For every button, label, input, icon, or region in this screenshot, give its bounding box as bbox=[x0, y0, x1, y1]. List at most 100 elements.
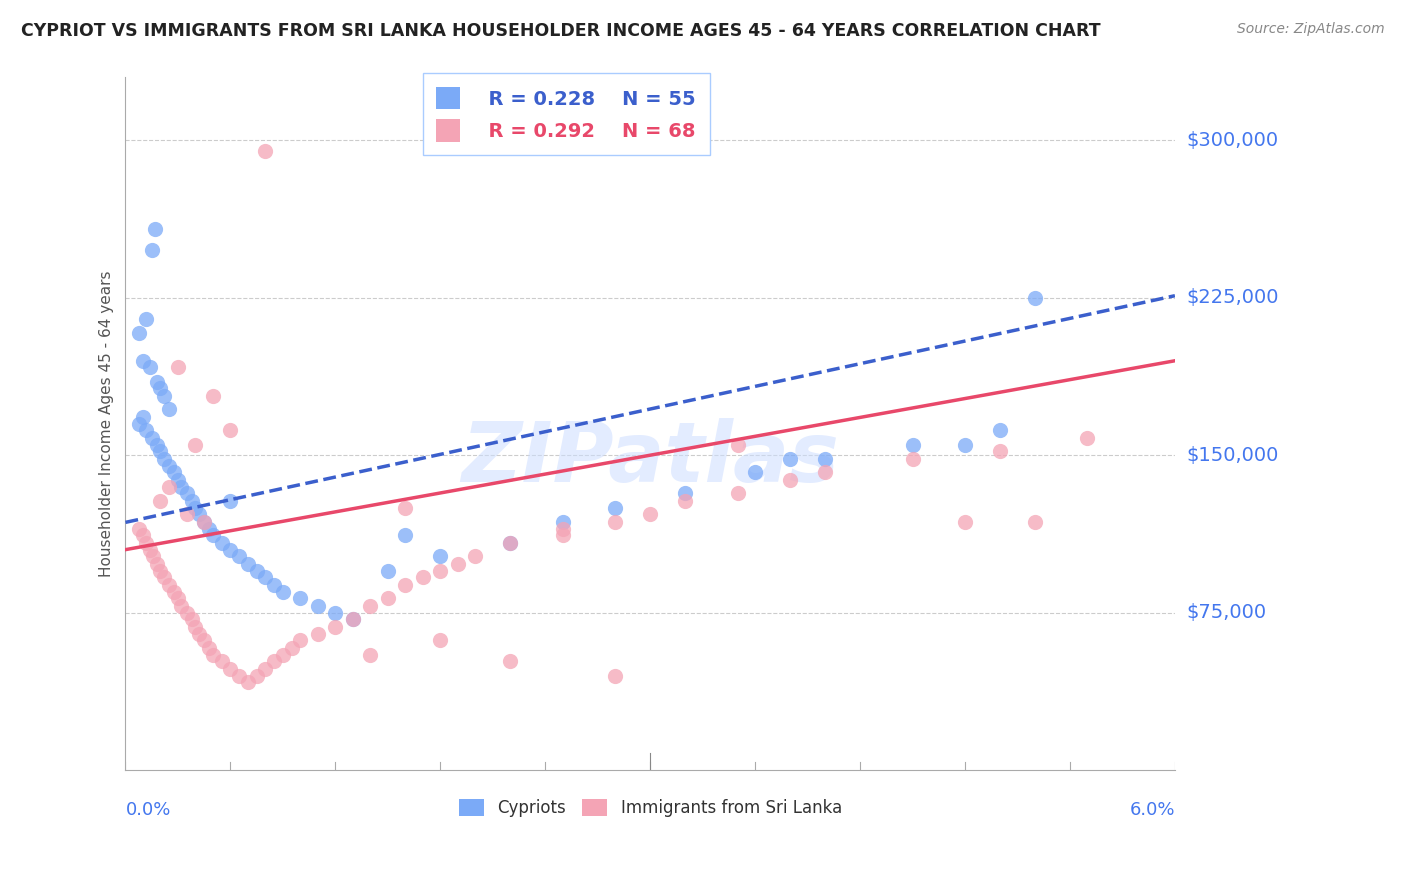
Point bbox=[198, 522, 221, 536]
Point bbox=[447, 558, 470, 572]
Point bbox=[499, 536, 522, 550]
Point bbox=[219, 494, 242, 508]
Point bbox=[187, 626, 209, 640]
Point bbox=[176, 507, 198, 521]
Point bbox=[290, 632, 312, 647]
Point bbox=[325, 620, 347, 634]
Point bbox=[377, 564, 399, 578]
Point bbox=[167, 591, 190, 605]
Text: $75,000: $75,000 bbox=[1187, 603, 1267, 622]
Point bbox=[814, 452, 837, 467]
Point bbox=[167, 474, 190, 488]
Point bbox=[163, 584, 186, 599]
Text: 6.0%: 6.0% bbox=[1129, 800, 1175, 819]
Point bbox=[953, 516, 976, 530]
Text: 0.0%: 0.0% bbox=[125, 800, 172, 819]
Point bbox=[157, 480, 180, 494]
Point bbox=[143, 221, 166, 235]
Point bbox=[201, 389, 224, 403]
Point bbox=[551, 516, 574, 530]
Point bbox=[176, 606, 198, 620]
Text: Source: ZipAtlas.com: Source: ZipAtlas.com bbox=[1237, 22, 1385, 37]
Point bbox=[132, 528, 155, 542]
Point bbox=[779, 452, 801, 467]
Point bbox=[638, 507, 661, 521]
Point bbox=[135, 423, 157, 437]
Point bbox=[1076, 431, 1098, 445]
Point bbox=[142, 549, 165, 563]
Point bbox=[499, 536, 522, 550]
Point bbox=[219, 542, 242, 557]
Point bbox=[157, 402, 180, 417]
Point bbox=[149, 444, 172, 458]
Point bbox=[901, 438, 924, 452]
Point bbox=[1024, 516, 1046, 530]
Point bbox=[263, 654, 285, 668]
Point bbox=[359, 599, 381, 614]
Point bbox=[176, 486, 198, 500]
Point bbox=[167, 359, 190, 374]
Point bbox=[181, 612, 204, 626]
Point bbox=[246, 668, 269, 682]
Point bbox=[394, 578, 416, 592]
Point bbox=[201, 648, 224, 662]
Point bbox=[135, 536, 157, 550]
Point bbox=[342, 612, 364, 626]
Point bbox=[184, 438, 207, 452]
Point bbox=[359, 648, 381, 662]
Point bbox=[1024, 291, 1046, 305]
Point bbox=[673, 494, 696, 508]
Point bbox=[412, 570, 434, 584]
Point bbox=[135, 311, 157, 326]
Point bbox=[153, 389, 176, 403]
Point bbox=[157, 458, 180, 473]
Point bbox=[254, 570, 277, 584]
Point bbox=[128, 326, 150, 341]
Point bbox=[280, 641, 302, 656]
Point bbox=[141, 431, 163, 445]
Point bbox=[988, 423, 1011, 437]
Point bbox=[429, 549, 451, 563]
Point bbox=[128, 522, 150, 536]
Point bbox=[254, 144, 277, 158]
Point bbox=[254, 662, 277, 676]
Point bbox=[605, 500, 627, 515]
Point bbox=[149, 494, 172, 508]
Point bbox=[184, 500, 207, 515]
Point bbox=[132, 410, 155, 425]
Point bbox=[377, 591, 399, 605]
Point bbox=[779, 474, 801, 488]
Point bbox=[146, 558, 169, 572]
Point bbox=[901, 452, 924, 467]
Point bbox=[499, 654, 522, 668]
Point bbox=[146, 438, 169, 452]
Point bbox=[170, 599, 193, 614]
Point bbox=[149, 564, 172, 578]
Point bbox=[394, 528, 416, 542]
Point bbox=[193, 516, 215, 530]
Point bbox=[394, 500, 416, 515]
Point bbox=[605, 516, 627, 530]
Point bbox=[219, 423, 242, 437]
Point bbox=[605, 668, 627, 682]
Legend: Cypriots, Immigrants from Sri Lanka: Cypriots, Immigrants from Sri Lanka bbox=[451, 792, 849, 824]
Point bbox=[193, 516, 215, 530]
Point bbox=[193, 632, 215, 647]
Point bbox=[429, 564, 451, 578]
Text: $225,000: $225,000 bbox=[1187, 288, 1278, 308]
Point bbox=[141, 243, 163, 257]
Point bbox=[157, 578, 180, 592]
Y-axis label: Householder Income Ages 45 - 64 years: Householder Income Ages 45 - 64 years bbox=[100, 270, 114, 577]
Point bbox=[744, 465, 766, 479]
Point bbox=[988, 444, 1011, 458]
Point bbox=[211, 536, 233, 550]
Point bbox=[727, 486, 749, 500]
Point bbox=[236, 674, 259, 689]
Point bbox=[187, 507, 209, 521]
Point bbox=[219, 662, 242, 676]
Point bbox=[184, 620, 207, 634]
Point bbox=[551, 522, 574, 536]
Point bbox=[149, 381, 172, 395]
Text: CYPRIOT VS IMMIGRANTS FROM SRI LANKA HOUSEHOLDER INCOME AGES 45 - 64 YEARS CORRE: CYPRIOT VS IMMIGRANTS FROM SRI LANKA HOU… bbox=[21, 22, 1101, 40]
Point bbox=[139, 359, 162, 374]
